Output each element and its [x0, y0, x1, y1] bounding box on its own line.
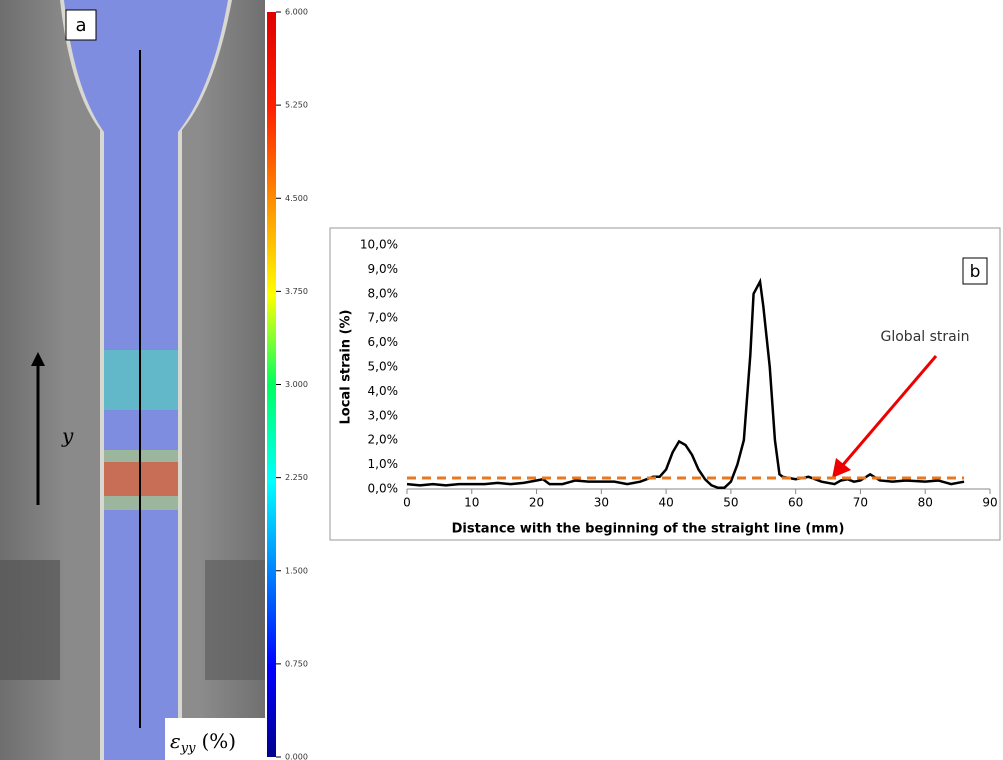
colorbar-tick-label: 6.000 [285, 8, 308, 17]
y-tick-label: 5,0% [368, 360, 399, 374]
specimen-photo [0, 0, 265, 760]
y-tick-label: 8,0% [368, 286, 399, 300]
y-tick-label: 6,0% [368, 335, 399, 349]
y-tick-label: 2,0% [368, 433, 399, 447]
colorbar-tick-label: 0.750 [285, 659, 308, 668]
annotation-arrowhead [832, 458, 851, 478]
label-unit: (%) [201, 729, 236, 753]
x-axis-title: Distance with the beginning of the strai… [452, 522, 845, 537]
y-tick-label: 10,0% [360, 238, 398, 252]
axis-symbol: y [61, 424, 74, 448]
label-symbol: ε [170, 729, 181, 753]
y-axis-title: Local strain (%) [339, 310, 354, 425]
x-tick-label: 70 [853, 496, 868, 510]
label-subscript: yy [180, 741, 196, 756]
panel-label: b [970, 262, 981, 282]
y-tick-label: 7,0% [368, 311, 399, 325]
panel-label-box [962, 257, 988, 285]
annotation-arrow [840, 355, 938, 467]
chart-frame [329, 227, 1001, 541]
panel-label: a [75, 15, 86, 36]
colorbar [267, 12, 276, 757]
annotation: Global strain [881, 329, 970, 345]
x-tick-label: 60 [788, 496, 803, 510]
y-tick-label: 4,0% [368, 384, 399, 398]
x-tick-label: 40 [658, 496, 673, 510]
y-tick-label: 0,0% [368, 482, 399, 496]
colorbar-tick-label: 2.250 [285, 473, 308, 482]
y-tick-label: 3,0% [368, 408, 399, 422]
colorbar-tick-label: 4.500 [285, 194, 308, 203]
x-tick-label: 80 [918, 496, 933, 510]
x-tick-label: 90 [982, 496, 997, 510]
y-tick-label: 9,0% [368, 262, 399, 276]
colorbar-tick-label: 1.500 [285, 566, 308, 575]
x-tick-label: 10 [464, 496, 479, 510]
y-tick-label: 1,0% [368, 457, 399, 471]
data-line [406, 277, 965, 490]
x-tick-label: 30 [594, 496, 609, 510]
colorbar-tick-label: 3.000 [285, 380, 308, 389]
x-tick-label: 0 [403, 496, 411, 510]
colorbar-tick-label: 3.750 [285, 287, 308, 296]
x-tick-label: 50 [723, 496, 738, 510]
colorbar-tick-label: 5.250 [285, 101, 308, 110]
colorbar-label: εyy (%) [170, 729, 236, 756]
x-tick-label: 20 [529, 496, 544, 510]
colorbar-tick-label: 0.000 [285, 753, 308, 760]
